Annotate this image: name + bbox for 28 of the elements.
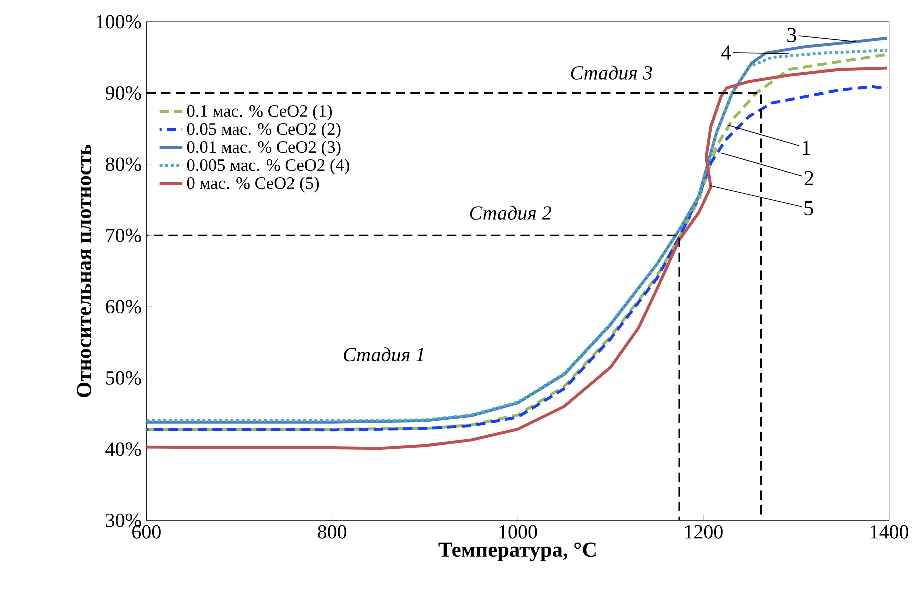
annotation: 1 xyxy=(803,141,811,156)
y-tick-label: 30% xyxy=(106,514,142,528)
x-tick-label: 800 xyxy=(318,526,347,540)
x-tick-label: 1400 xyxy=(871,526,909,540)
annotation: 5 xyxy=(804,202,814,216)
y-tick-label: 40% xyxy=(106,442,142,456)
annotation: 2 xyxy=(804,172,814,186)
y-tick-label: 70% xyxy=(106,229,142,243)
annotation: Стадия 1 xyxy=(344,348,424,362)
x-tick-label: 1000 xyxy=(500,526,538,540)
legend-label: 0.005 мас. % CeO2 (4) xyxy=(187,159,350,175)
y-tick-label: 50% xyxy=(106,372,142,386)
legend-label: 0.01 мас. % CeO2 (3) xyxy=(187,141,341,157)
legend-label: 0.05 мас. % CeO2 (2) xyxy=(187,123,341,139)
legend-label: 0.1 мас. % CeO2 (1) xyxy=(187,105,332,121)
y-tick-label: 100% xyxy=(97,15,142,29)
annotation: Стадия 3 xyxy=(571,66,652,80)
x-tick-label: 1200 xyxy=(685,526,723,540)
y-axis-title: Относительная плотность xyxy=(77,144,92,398)
annotation: 3 xyxy=(788,28,796,43)
x-tick-label: 600 xyxy=(132,526,161,540)
legend-label: 0 мас. % CeO2 (5) xyxy=(187,177,320,193)
annotation: Стадия 2 xyxy=(470,206,552,220)
x-axis-title: Температура, °C xyxy=(438,542,596,562)
y-tick-label: 80% xyxy=(106,158,142,172)
annotation: 4 xyxy=(721,46,732,60)
y-tick-label: 90% xyxy=(106,86,142,100)
y-tick-label: 60% xyxy=(106,300,142,314)
